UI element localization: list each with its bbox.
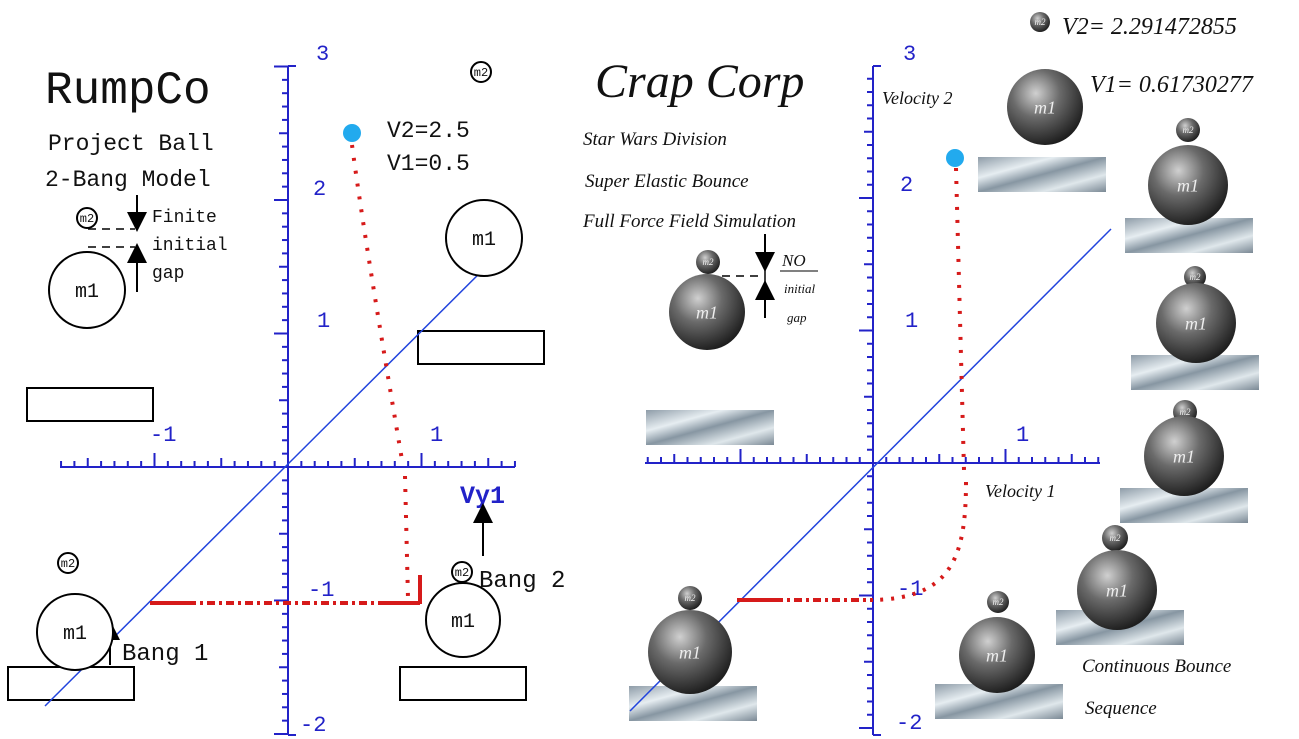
ball-label: m2: [993, 597, 1004, 607]
gap-note: NO: [781, 251, 806, 270]
y-tick-label: 3: [316, 42, 329, 67]
ball: [678, 586, 702, 610]
axis-label: Vy1: [460, 482, 505, 511]
ball: [987, 591, 1009, 613]
y-tick-label: 2: [900, 173, 913, 198]
y-tick-label: 2: [313, 177, 326, 202]
ball-label: m1: [1185, 313, 1207, 333]
ball: [445, 199, 523, 277]
y-tick-label: -2: [300, 713, 326, 738]
ball-label: m2: [703, 257, 714, 267]
caption: Sequence: [1085, 698, 1157, 719]
subtitle: 2-Bang Model: [45, 167, 211, 193]
gap-note: gap: [787, 310, 807, 325]
ball: [1184, 266, 1206, 288]
ball: [57, 552, 79, 574]
platform: [399, 666, 527, 701]
gap-note: initial: [784, 281, 815, 296]
y-tick-label: 3: [903, 42, 916, 67]
ball: [48, 251, 126, 329]
title: RumpCo: [45, 65, 211, 117]
ball-label: m1: [1173, 446, 1195, 466]
ball-label: m2: [474, 66, 488, 80]
ball: [451, 561, 473, 583]
x-tick-label: -1: [150, 423, 176, 448]
ball-label: m1: [679, 642, 701, 662]
title: Crap Corp: [595, 55, 804, 108]
ball: [36, 593, 114, 671]
ball: [1148, 145, 1228, 225]
axis-label: Velocity 2: [882, 88, 952, 108]
ball-label: m2: [1190, 272, 1201, 282]
ball: [959, 617, 1035, 693]
ball-label: m1: [63, 623, 87, 646]
ball-label: m1: [75, 281, 99, 304]
ball: [1077, 550, 1157, 630]
gap-note: gap: [152, 264, 184, 284]
ball-label: m2: [1110, 533, 1121, 543]
subtitle: Full Force Field Simulation: [582, 211, 796, 232]
ball-label: m1: [451, 611, 475, 634]
bang-label: Bang 2: [479, 568, 565, 595]
readout: V1=0.5: [387, 151, 470, 177]
ball-position: [343, 124, 361, 142]
readout: V2=2.5: [387, 118, 470, 144]
ball-label: m1: [696, 302, 718, 322]
ball: [1102, 525, 1128, 551]
line: [44, 230, 523, 707]
trajectory: [350, 144, 404, 461]
ball-label: m1: [1177, 175, 1199, 195]
ball-label: m1: [472, 229, 496, 252]
y-tick-label: -2: [896, 711, 922, 736]
ball: [1030, 12, 1050, 32]
y-tick-label: 1: [317, 309, 330, 334]
ball-label: m2: [61, 557, 75, 571]
ball: [1176, 118, 1200, 142]
trajectory: [872, 481, 968, 602]
ball-label: m2: [455, 566, 469, 580]
ball-label: m2: [685, 593, 696, 603]
subtitle: Star Wars Division: [583, 129, 727, 150]
x-tick-label: 1: [430, 423, 443, 448]
x-tick-label: 1: [1016, 423, 1029, 448]
ball: [669, 274, 745, 350]
ball: [648, 610, 732, 694]
ball-position: [946, 149, 964, 167]
y-tick-label: 1: [905, 309, 918, 334]
ball: [1156, 283, 1236, 363]
bang-label: Bang 1: [122, 641, 208, 668]
ball-label: m2: [1183, 125, 1194, 135]
ball-label: m1: [1034, 97, 1056, 117]
readout: V2= 2.291472855: [1062, 14, 1237, 40]
ball-label: m1: [1106, 580, 1128, 600]
ball: [1007, 69, 1083, 145]
y-tick-label: -1: [308, 578, 334, 603]
ball-label: m2: [80, 212, 94, 226]
gap-note: Finite: [152, 208, 217, 228]
y-tick-label: -1: [897, 577, 923, 602]
ball: [425, 582, 501, 658]
ball: [1144, 416, 1224, 496]
line: [954, 167, 966, 471]
readout: V1= 0.61730277: [1090, 72, 1254, 98]
ball-label: m1: [986, 645, 1008, 665]
axis-label: Velocity 1: [985, 481, 1055, 501]
caption: Continuous Bounce: [1082, 656, 1231, 677]
gap-note: initial: [152, 236, 228, 256]
subtitle: Super Elastic Bounce: [585, 171, 749, 192]
ball-label: m2: [1180, 407, 1191, 417]
ball: [696, 250, 720, 274]
subtitle: Project Ball: [48, 131, 214, 157]
platform: [7, 666, 135, 701]
ball: [76, 207, 98, 229]
platform: [978, 157, 1106, 192]
platform: [646, 410, 774, 445]
platform: [417, 330, 545, 365]
platform: [26, 387, 154, 422]
ball-label: m2: [1035, 17, 1046, 27]
line: [403, 475, 410, 599]
ball: [470, 61, 492, 83]
